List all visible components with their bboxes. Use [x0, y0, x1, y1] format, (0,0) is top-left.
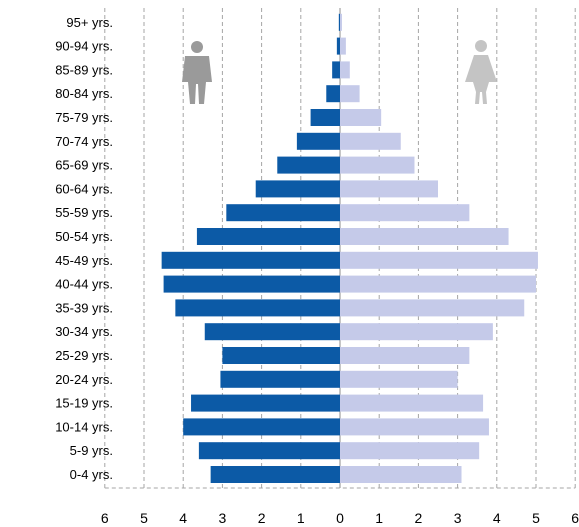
- left-bar: [277, 156, 340, 174]
- x-tick-label: 0: [336, 510, 344, 526]
- left-bar: [338, 13, 340, 31]
- category-label: 40-44 yrs.: [55, 277, 113, 292]
- x-axis-ticks: 6 5 4 3 2 1 0 1 2 3 4 5 6: [101, 510, 579, 526]
- category-label: 75-79 yrs.: [55, 110, 113, 125]
- right-bar: [340, 323, 493, 341]
- x-tick-label: 3: [454, 510, 462, 526]
- right-bar: [340, 228, 509, 245]
- right-bar: [340, 85, 360, 103]
- right-bar: [340, 61, 350, 79]
- left-bar: [296, 132, 340, 150]
- right-bar: [340, 275, 536, 293]
- category-label: 15-19 yrs.: [55, 396, 113, 411]
- left-bar: [163, 275, 340, 293]
- category-label: 0-4 yrs.: [70, 467, 113, 482]
- x-tick-label: 2: [415, 510, 423, 526]
- category-label: 5-9 yrs.: [70, 443, 113, 458]
- right-bar: [340, 370, 458, 388]
- right-bar: [340, 109, 382, 126]
- left-bar: [175, 299, 340, 317]
- category-label: 60-64 yrs.: [55, 181, 113, 196]
- left-bar: [204, 323, 340, 341]
- left-bar: [191, 394, 340, 412]
- left-bar: [326, 85, 340, 103]
- grid-lines: [104, 8, 576, 489]
- right-bar: [340, 13, 342, 31]
- category-label: 55-59 yrs.: [55, 205, 113, 220]
- left-bar: [336, 37, 340, 55]
- category-label: 90-94 yrs.: [55, 39, 113, 54]
- x-tick-label: 4: [493, 510, 501, 526]
- category-label: 20-24 yrs.: [55, 372, 113, 387]
- bars: [161, 13, 538, 483]
- right-bar: [340, 180, 438, 198]
- left-bar: [196, 228, 340, 245]
- left-bar: [310, 109, 340, 126]
- right-bar: [340, 466, 462, 483]
- right-bar: [340, 132, 401, 150]
- left-bar: [210, 466, 340, 483]
- right-bar: [340, 204, 470, 222]
- x-tick-label: 6: [101, 510, 109, 526]
- left-bar: [255, 180, 340, 198]
- x-tick-label: 6: [571, 510, 579, 526]
- category-label: 35-39 yrs.: [55, 300, 113, 315]
- category-labels: 0-4 yrs. 5-9 yrs. 10-14 yrs. 15-19 yrs. 20-2…: [55, 15, 113, 482]
- female-figure-icon: [465, 40, 497, 104]
- x-tick-label: 4: [179, 510, 187, 526]
- category-label: 65-69 yrs.: [55, 158, 113, 173]
- right-bar: [340, 37, 346, 55]
- left-bar: [183, 418, 340, 436]
- category-label: 30-34 yrs.: [55, 324, 113, 339]
- category-label: 85-89 yrs.: [55, 62, 113, 77]
- category-label: 70-74 yrs.: [55, 134, 113, 149]
- x-tick-label: 5: [532, 510, 540, 526]
- right-bar: [340, 442, 480, 460]
- right-bar: [340, 251, 538, 269]
- category-label: 80-84 yrs.: [55, 86, 113, 101]
- x-tick-label: 1: [297, 510, 305, 526]
- right-bar: [340, 299, 525, 317]
- category-label: 95+ yrs.: [66, 15, 113, 30]
- category-label: 50-54 yrs.: [55, 229, 113, 244]
- x-tick-label: 2: [258, 510, 266, 526]
- right-bar: [340, 156, 415, 174]
- category-label: 45-49 yrs.: [55, 253, 113, 268]
- category-label: 10-14 yrs.: [55, 419, 113, 434]
- left-bar: [226, 204, 340, 222]
- x-tick-label: 3: [219, 510, 227, 526]
- right-bar: [340, 347, 470, 364]
- left-bar: [220, 370, 340, 388]
- x-tick-label: 5: [140, 510, 148, 526]
- left-bar: [332, 61, 340, 79]
- right-bar: [340, 394, 484, 412]
- male-figure-icon: [182, 41, 212, 104]
- category-label: 25-29 yrs.: [55, 348, 113, 363]
- left-bar: [161, 251, 340, 269]
- left-bar: [222, 347, 340, 364]
- x-tick-label: 1: [375, 510, 383, 526]
- left-bar: [198, 442, 340, 460]
- right-bar: [340, 418, 489, 436]
